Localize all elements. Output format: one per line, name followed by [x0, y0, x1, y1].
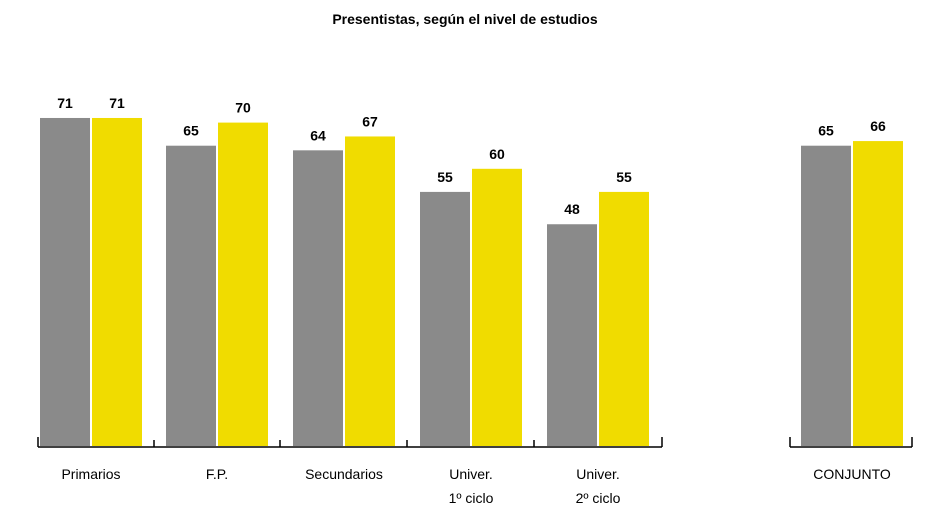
value-label: 55: [437, 169, 453, 185]
value-label: 64: [310, 127, 326, 143]
bar: [472, 168, 522, 447]
bar: [853, 141, 903, 446]
bar: [420, 191, 470, 446]
chart-title: Presentistas, según el nivel de estudios: [332, 11, 598, 27]
value-label: 70: [235, 100, 251, 116]
axis: [37, 437, 913, 448]
bar: [40, 117, 90, 446]
bar: [92, 117, 142, 446]
value-label: 48: [564, 201, 580, 217]
value-label: 65: [183, 123, 199, 139]
category-label: Primarios: [61, 466, 121, 482]
bar: [345, 136, 395, 446]
bar: [218, 122, 268, 446]
bar: [801, 145, 851, 446]
bar: [166, 145, 216, 446]
value-label: 71: [57, 95, 73, 111]
category-label: CONJUNTO: [813, 466, 891, 482]
value-label: 60: [489, 146, 505, 162]
category-label: F.P.: [205, 466, 229, 482]
bar: [293, 150, 343, 446]
value-label: 71: [109, 95, 125, 111]
value-label: 66: [870, 118, 886, 134]
category-label: Univer. 1º ciclo: [448, 466, 494, 506]
bar: [547, 224, 597, 446]
bar: [599, 191, 649, 446]
value-label: 55: [616, 169, 632, 185]
category-label: Univer. 2º ciclo: [575, 466, 621, 506]
value-label: 65: [818, 123, 834, 139]
category-label: Secundarios: [305, 466, 383, 482]
value-label: 67: [362, 113, 378, 129]
